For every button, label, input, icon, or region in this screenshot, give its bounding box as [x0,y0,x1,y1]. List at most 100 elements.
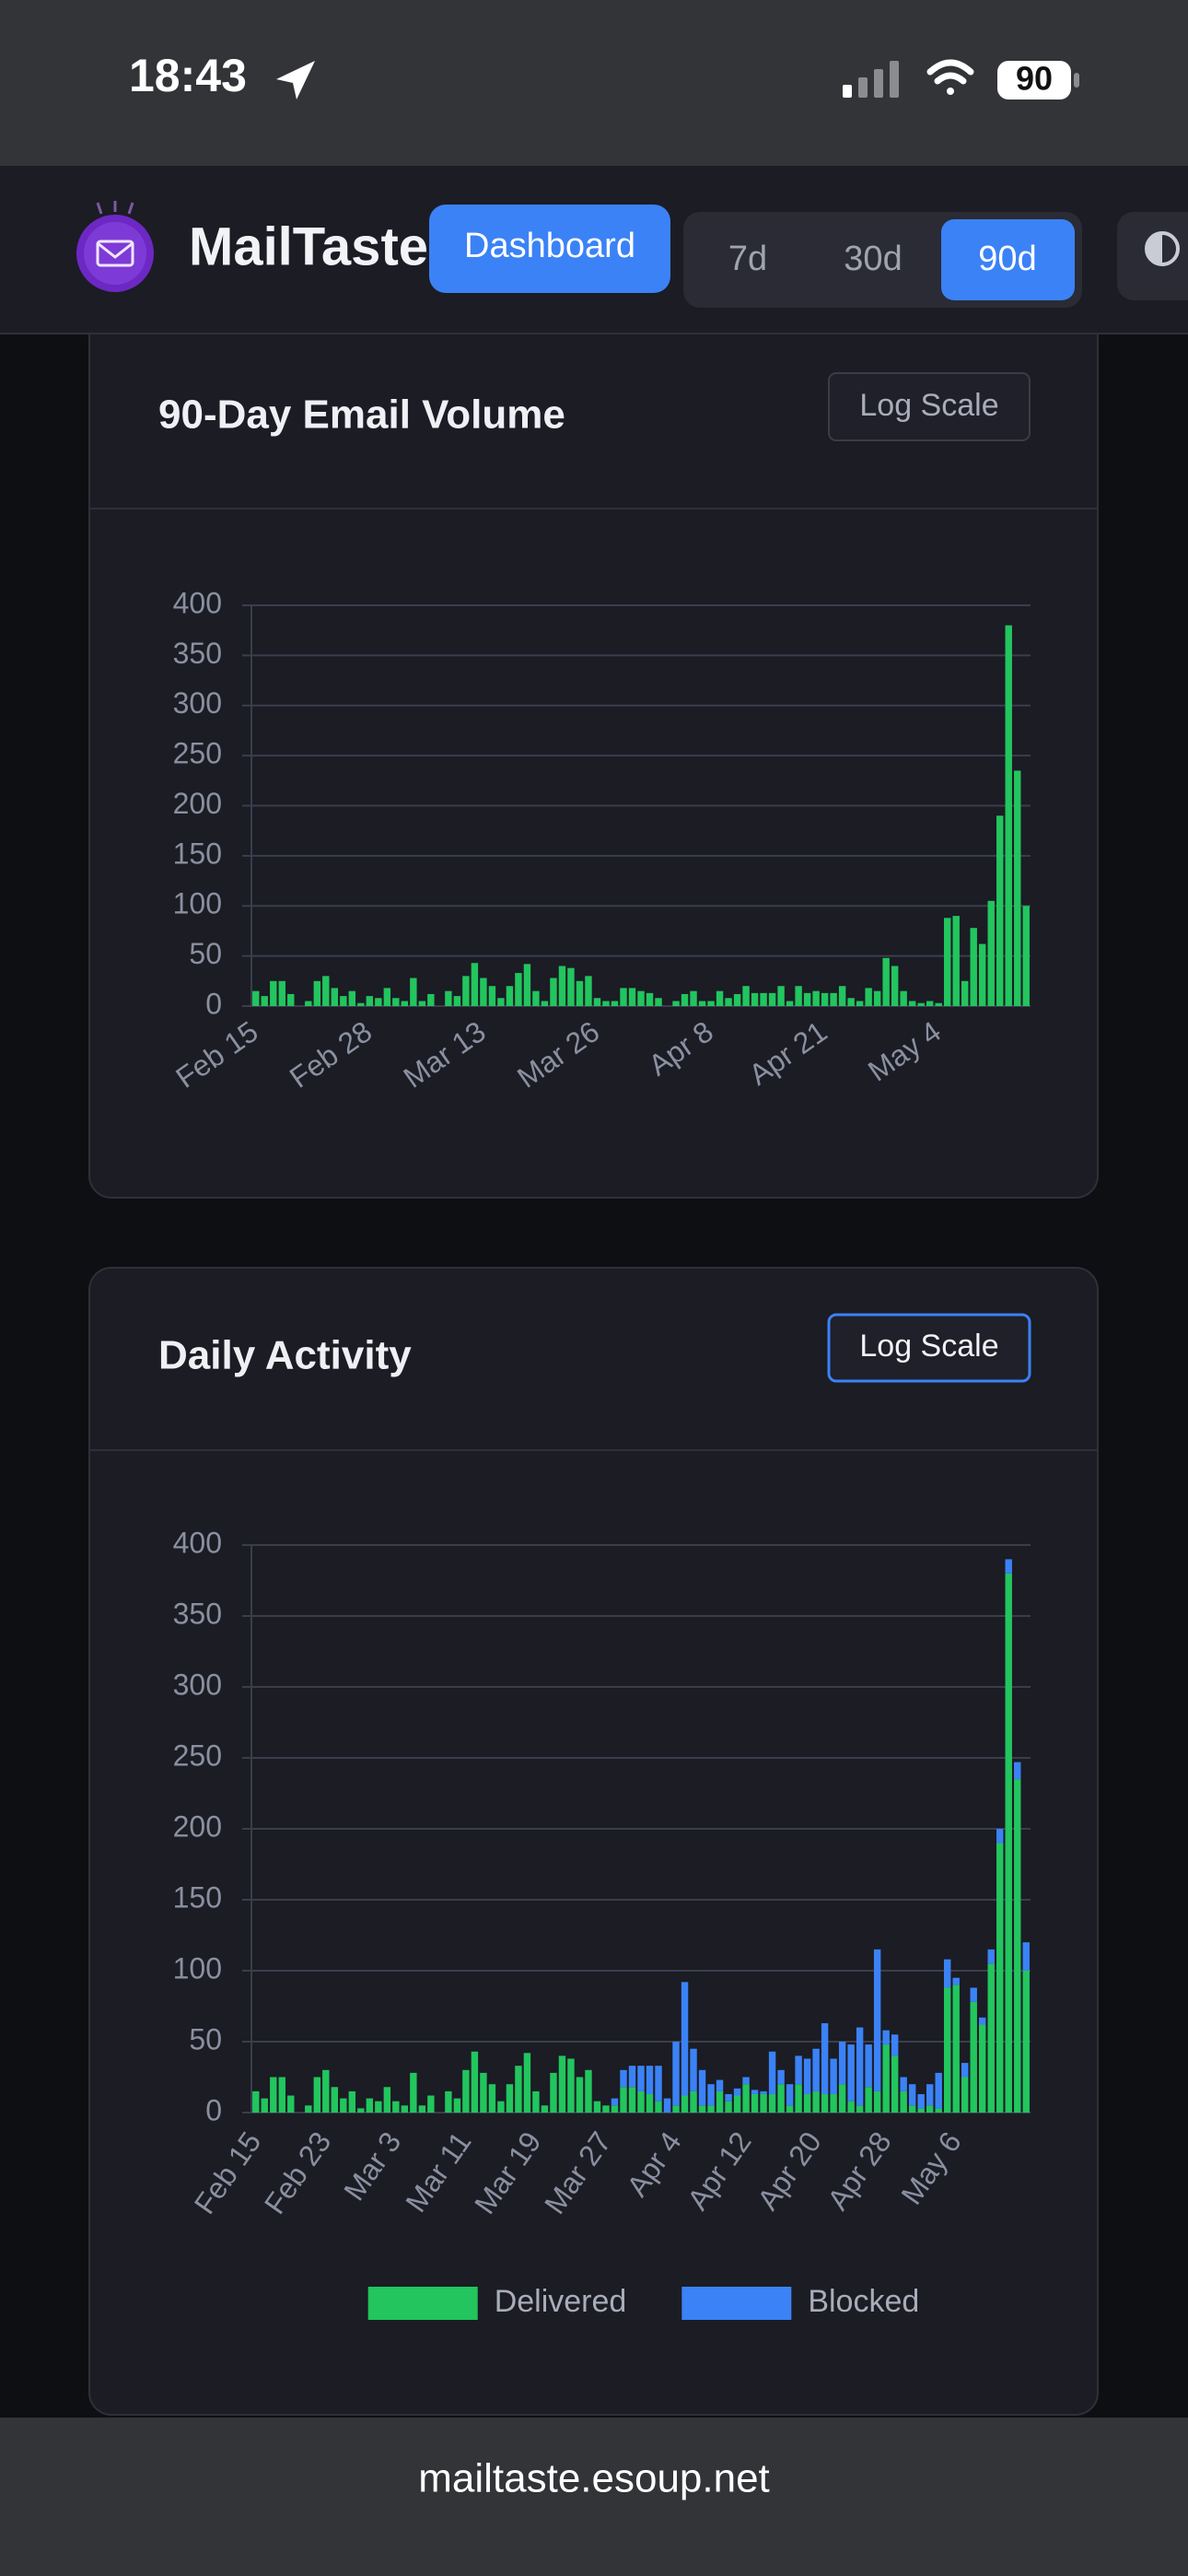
bar [812,990,820,1006]
bar-segment [733,2088,741,2096]
y-tick-label: 200 [173,787,222,820]
log-scale-button[interactable] [827,1313,1031,1383]
bar-segment [558,2055,566,2113]
bar-segment [655,2101,662,2113]
bar-segment [637,2066,645,2091]
bar-segment [357,2108,365,2113]
bar [462,976,470,1006]
log-scale-label[interactable]: Log Scale [859,1329,998,1364]
bar [558,966,566,1006]
bar-segment [418,2105,426,2113]
battery-level: 90 [1016,60,1053,98]
bar-segment [908,2105,916,2113]
bar-segment [366,2098,374,2113]
bar-segment [733,2095,741,2113]
bar-segment [480,2072,487,2113]
bar [856,1001,864,1006]
bar-segment [488,2084,496,2113]
bar-segment [628,2066,636,2088]
bar-segment [646,2066,654,2094]
bar-segment [830,2093,837,2113]
bar-segment [550,2072,557,2113]
bar [900,990,907,1006]
log-scale-button[interactable] [828,372,1031,441]
theme-icon-half [1147,233,1162,264]
bar-segment [716,2079,724,2091]
bar-segment [270,2077,277,2113]
bar-segment [777,2069,785,2085]
bar-segment [716,2090,724,2113]
card-title: 90-Day Email Volume [158,392,565,438]
bar [847,998,855,1006]
bar-segment [795,2055,802,2085]
bar [733,993,741,1006]
y-tick-label: 400 [173,1526,222,1559]
bar-segment [698,2069,706,2106]
bar-segment [331,2087,339,2113]
bar [348,990,356,1006]
y-tick-label: 50 [189,2022,222,2055]
bar [698,1001,706,1006]
bar [602,1001,610,1006]
bar [453,996,461,1006]
bar-segment [252,2090,260,2113]
bar [261,996,268,1006]
bar-segment [830,2058,837,2094]
url[interactable]: mailtaste.esoup.net [418,2456,770,2501]
bar [1022,906,1030,1006]
bar [970,928,977,1006]
bar [795,986,802,1006]
bar-segment [497,2101,505,2113]
bar [576,980,584,1006]
bar [585,976,592,1006]
range-option[interactable]: 90d [978,240,1036,278]
bar [1005,625,1012,1006]
range-option[interactable]: 30d [844,240,902,278]
logo[interactable] [76,201,154,292]
bar [979,943,986,1006]
y-tick-label: 0 [205,2093,222,2126]
clock: 18:43 [129,50,247,101]
bar [891,966,899,1006]
bar-segment [786,2105,794,2113]
bar [331,988,339,1006]
legend-label: Delivered [495,2284,627,2319]
bar [716,990,724,1006]
bar-segment [935,2072,942,2109]
range-option[interactable]: 7d [728,240,767,278]
dashboard-button[interactable] [429,205,670,293]
bar-segment [795,2084,802,2113]
location-icon [276,61,315,100]
bar [497,998,505,1006]
brand[interactable]: MailTaste [189,217,428,276]
y-tick-label: 300 [173,1668,222,1701]
bar [357,1002,365,1006]
bar-segment [681,2095,689,2113]
bar [917,1002,925,1006]
bar [996,815,1004,1006]
bar-segment [515,2066,522,2113]
bar-segment [987,1963,995,2113]
y-tick-label: 150 [173,1880,222,1914]
bar [707,1001,715,1006]
bar-segment [392,2101,400,2113]
bar-segment [1014,1779,1021,2113]
bar-segment [952,1977,960,1985]
bar [418,1001,426,1006]
bar-segment [541,2105,549,2113]
bar [777,986,785,1006]
bar-segment [410,2072,417,2113]
bar-segment [1005,1559,1012,1574]
bar [751,992,759,1006]
bar [322,976,330,1006]
bar [611,1001,619,1006]
bar-segment [908,2084,916,2106]
log-scale-label[interactable]: Log Scale [859,388,998,423]
dashboard-label[interactable]: Dashboard [464,227,635,265]
bar-segment [917,2108,925,2113]
bar-segment [471,2051,479,2113]
bar [926,1001,934,1006]
card [88,1267,1099,2416]
bar-segment [891,2034,899,2056]
